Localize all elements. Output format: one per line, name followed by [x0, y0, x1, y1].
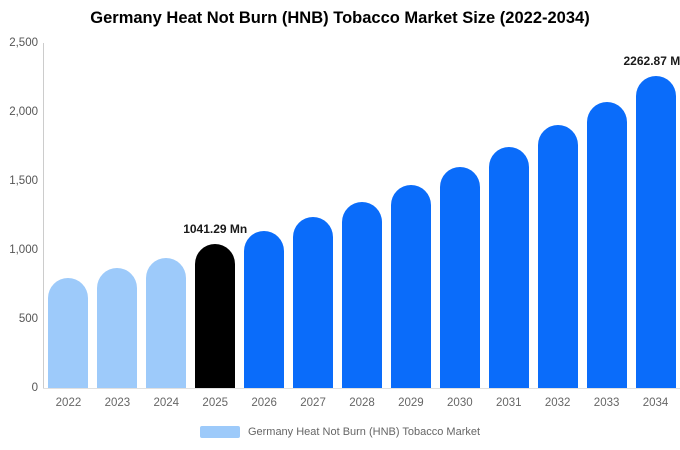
x-label-2027: 2027 — [300, 397, 326, 409]
bar-2029[interactable] — [390, 185, 431, 388]
x-label-2032: 2032 — [544, 397, 571, 409]
bar-2022[interactable] — [48, 277, 89, 388]
x-axis-baseline — [43, 388, 680, 389]
y-tick-2500: 2,500 — [9, 37, 38, 49]
legend[interactable]: Germany Heat Not Burn (HNB) Tobacco Mark… — [0, 426, 680, 438]
bar-slot-2022 — [44, 43, 93, 388]
legend-label: Germany Heat Not Burn (HNB) Tobacco Mark… — [247, 426, 481, 438]
x-label-2031: 2031 — [495, 397, 522, 409]
bar-slot-2024 — [142, 43, 191, 388]
bar-2024[interactable] — [146, 257, 187, 388]
y-axis-line — [43, 43, 44, 388]
plot-area: 1041.29 Mn 2262.87 Mn — [44, 43, 680, 388]
x-label-2023: 2023 — [104, 397, 131, 409]
bar-2030[interactable] — [439, 166, 480, 388]
bar-slot-2029 — [386, 43, 435, 388]
bar-2032[interactable] — [537, 125, 578, 388]
x-label-2034: 2034 — [642, 397, 669, 409]
y-tick-1500: 1,500 — [9, 175, 38, 187]
bar-slot-2027 — [289, 43, 338, 388]
bar-slot-2033 — [582, 43, 631, 388]
bar-2034[interactable] — [635, 75, 676, 388]
bar-2028[interactable] — [341, 201, 382, 388]
bar-slot-2025: 1041.29 Mn — [183, 43, 247, 388]
x-label-2025: 2025 — [202, 397, 229, 409]
bar-slot-2028 — [338, 43, 387, 388]
x-label-2029: 2029 — [398, 397, 424, 409]
bar-slot-2023 — [93, 43, 142, 388]
bar-2031[interactable] — [488, 146, 529, 388]
x-label-2028: 2028 — [349, 397, 375, 409]
bar-2026[interactable] — [244, 231, 285, 388]
bar-slot-2032 — [533, 43, 582, 388]
bar-slot-2034: 2262.87 Mn — [623, 43, 680, 388]
x-axis-labels: 2022 2023 2024 2025 2026 2027 2028 2029 2030 2031… — [44, 397, 680, 409]
x-label-2026: 2026 — [251, 397, 277, 409]
bar-2027[interactable] — [293, 217, 334, 388]
bar-slot-2030 — [435, 43, 484, 388]
x-label-2024: 2024 — [153, 397, 180, 409]
y-tick-0: 0 — [31, 382, 38, 394]
x-label-2033: 2033 — [593, 397, 620, 409]
y-tick-500: 500 — [18, 313, 38, 325]
bar-slot-2031 — [484, 43, 533, 388]
y-tick-1000: 1,000 — [9, 244, 38, 256]
legend-swatch — [199, 426, 240, 438]
x-label-2022: 2022 — [55, 397, 82, 409]
chart-title: Germany Heat Not Burn (HNB) Tobacco Mark… — [90, 9, 590, 27]
bar-slot-2026 — [240, 43, 289, 388]
y-tick-2000: 2,000 — [9, 106, 38, 118]
bar-2023[interactable] — [97, 267, 138, 388]
data-label-2034: 2262.87 Mn — [623, 53, 680, 68]
data-label-2025: 1041.29 Mn — [183, 222, 248, 237]
x-label-2030: 2030 — [447, 397, 473, 409]
bar-2025[interactable] — [195, 244, 236, 388]
bar-2033[interactable] — [586, 101, 627, 388]
